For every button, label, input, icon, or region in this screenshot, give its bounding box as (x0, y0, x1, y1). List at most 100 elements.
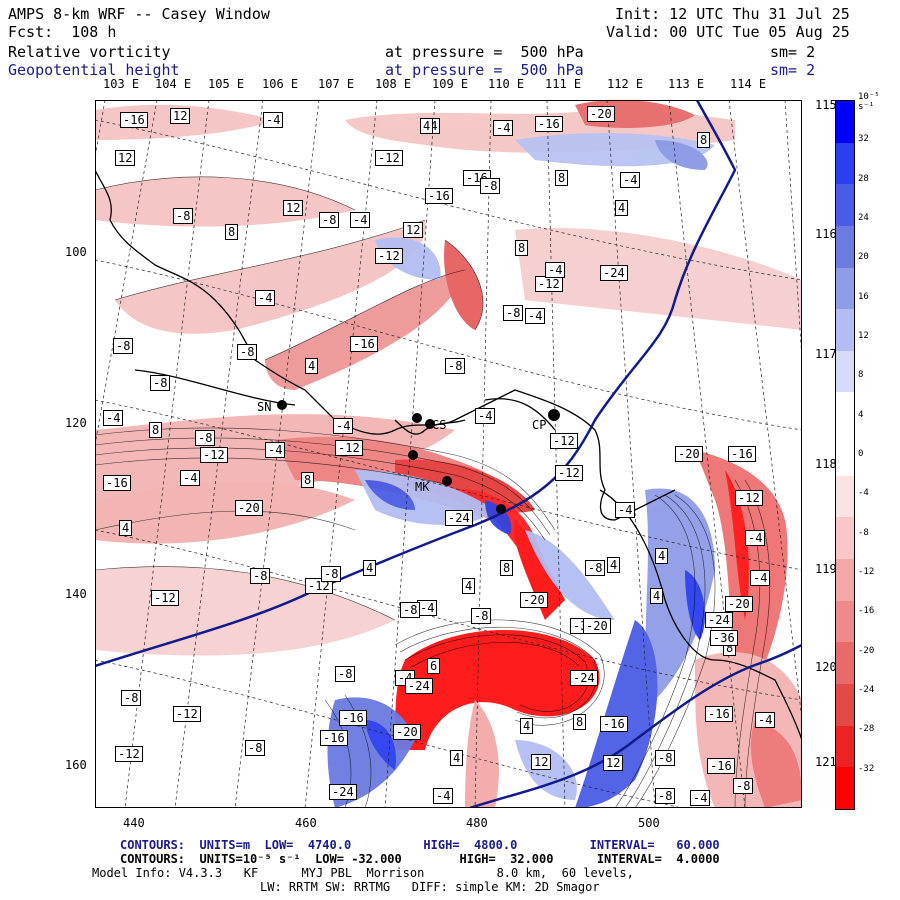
contour-value-label: -8 (173, 208, 194, 224)
contour-value-label: 8 (697, 132, 711, 148)
contour-value-label: -12 (151, 590, 179, 606)
contour-value-label: 12 (603, 755, 624, 771)
contour-value-label: -16 (707, 758, 735, 774)
contour-value-label: -4 (690, 790, 711, 806)
station-marker (496, 504, 506, 514)
colorbar-tick-label: 24 (858, 213, 869, 223)
contour-value-label: 4 (655, 548, 669, 564)
contour-value-label: 12 (170, 108, 191, 124)
init-time: Init: 12 UTC Thu 31 Jul 25 (615, 5, 850, 23)
contour-value-label: -4 (475, 408, 496, 424)
colorbar-segment (836, 434, 854, 476)
contour-value-label: -20 (587, 106, 615, 122)
contour-value-label: -12 (535, 276, 563, 292)
lon-label: 108 E (375, 77, 412, 91)
contour-value-label: -4 (525, 308, 546, 324)
colorbar-segment (836, 600, 854, 643)
contour-value-label: 4 (650, 588, 664, 604)
contour-value-label: -8 (150, 375, 171, 391)
geopotential-contours (95, 100, 802, 808)
contour-value-label: -4 (263, 112, 284, 128)
contour-value-label: 4 (462, 578, 476, 594)
colorbar-segment (836, 725, 854, 768)
contour-value-label: -16 (103, 475, 131, 491)
contour-value-label: -24 (705, 612, 733, 628)
lon-label: 114 E (730, 77, 767, 91)
field2-name: Geopotential height (8, 61, 180, 79)
colorbar-segment (836, 350, 854, 393)
contour-value-label: -8 (245, 740, 266, 756)
contour-value-label: 4 (450, 750, 464, 766)
contour-value-label: 8 (225, 224, 239, 240)
station-label: MK (415, 480, 430, 494)
colorbar-segment (836, 683, 854, 726)
contour-value-label: -12 (200, 447, 228, 463)
station-marker (277, 400, 287, 410)
contour-value-label: -12 (115, 746, 143, 762)
contour-value-label: -12 (550, 433, 578, 449)
contour-value-label: -8 (471, 608, 492, 624)
contour-value-label: -4 (745, 530, 766, 546)
colorbar-tick-label: 28 (858, 173, 869, 184)
colorbar-tick-label: -32 (858, 763, 875, 774)
contour-value-label: -8 (321, 566, 342, 582)
x-tick: 440 (123, 816, 145, 830)
contour-value-label: -12 (375, 150, 403, 166)
contour-value-label: 4 (363, 560, 377, 576)
contour-value-label: 4 (607, 557, 621, 573)
contour-value-label: -4 (350, 212, 371, 228)
x-tick: 500 (638, 816, 660, 830)
contour-value-label: -24 (570, 670, 598, 686)
colorbar-tick-label: 20 (858, 252, 869, 263)
contour-value-label: -12 (305, 578, 333, 594)
colorbar-tick-label: 12 (858, 331, 869, 341)
colorbar-tick-label: 16 (858, 291, 869, 302)
contour-value-label: -4 (333, 418, 354, 434)
contour-value-label: -20 (725, 596, 753, 612)
contour-value-label: -24 (329, 784, 357, 800)
x-tick: 460 (295, 816, 317, 830)
contour-value-label: -20 (393, 724, 421, 740)
lon-label: 109 E (432, 77, 469, 91)
contour-value-label: 12 (531, 754, 552, 770)
contour-value-label: -8 (655, 750, 676, 766)
lon-label: 113 E (668, 77, 705, 91)
field2-smoothing: sm= 2 (770, 61, 816, 79)
contour-value-label: -8 (733, 778, 754, 794)
contour-value-label: -8 (195, 430, 216, 446)
y-tick: 140 (65, 587, 87, 601)
contour-value-label: -4 (103, 410, 124, 426)
contour-value-label: -4 (255, 290, 276, 306)
colorbar-segment (836, 225, 854, 268)
contour-value-label: -16 (425, 188, 453, 204)
lon-label: 103 E (103, 77, 140, 91)
contour-value-label: -8 (319, 212, 340, 228)
map-panel: SN CS CP MK -16-84-4-16-20-4812-12-16-88… (95, 100, 802, 808)
station-label: CP (532, 418, 547, 432)
station-marker (412, 413, 422, 423)
lon-label: 112 E (607, 77, 644, 91)
contour-value-label: 8 (515, 240, 529, 256)
field1-level: at pressure = 500 hPa (385, 43, 584, 61)
contour-value-label: -12 (735, 490, 763, 506)
lon-label: 104 E (155, 77, 192, 91)
coastline (95, 169, 802, 741)
lon-label: 106 E (262, 77, 299, 91)
field1-smoothing: sm= 2 (770, 43, 816, 61)
contour-value-label: 8 (149, 422, 163, 438)
colorbar-tick-label: 8 (858, 370, 864, 381)
contour-value-label: -4 (433, 788, 454, 804)
colorbar-units: 10⁻⁵ s⁻¹ (858, 92, 880, 112)
colorbar-tick-label: -24 (858, 685, 875, 695)
contour-value-label: -8 (585, 560, 606, 576)
contour-value-label: -4 (755, 712, 776, 728)
field2-level: at pressure = 500 hPa (385, 61, 584, 79)
station-marker (425, 419, 435, 429)
contour-value-label: -8 (237, 344, 258, 360)
contour-value-label: -8 (335, 666, 356, 682)
contour-value-label: -36 (710, 630, 738, 646)
colorbar-segment (836, 559, 854, 601)
colorbar-segment (836, 184, 854, 226)
contour-value-label: -12 (173, 706, 201, 722)
lon-label: 110 E (488, 77, 525, 91)
